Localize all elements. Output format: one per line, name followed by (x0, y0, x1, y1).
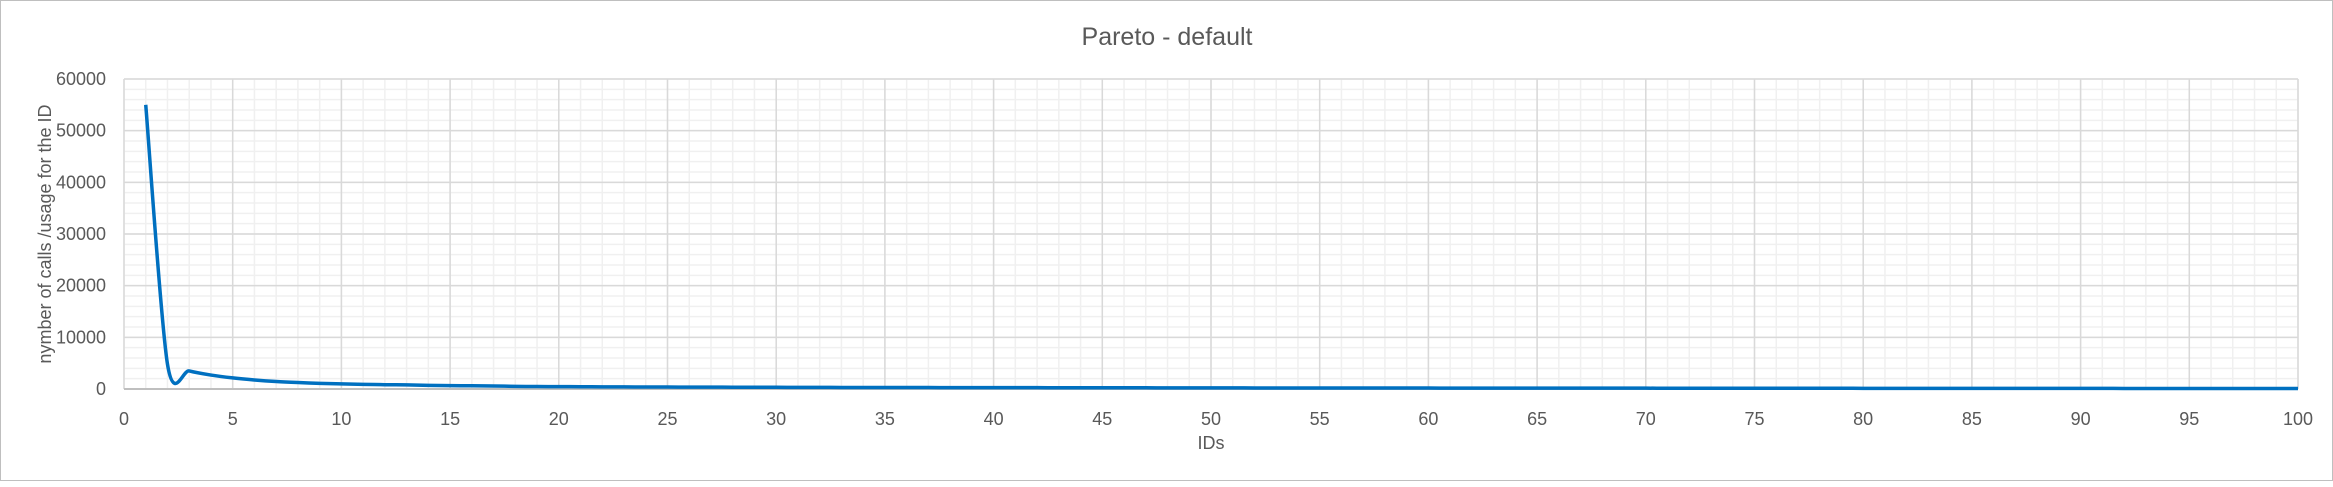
x-tick-label: 90 (2071, 409, 2091, 429)
x-tick-label: 75 (1744, 409, 1764, 429)
x-tick-label: 15 (440, 409, 460, 429)
y-tick-label: 20000 (56, 276, 106, 296)
x-tick-label: 5 (228, 409, 238, 429)
x-tick-label: 40 (984, 409, 1004, 429)
y-tick-label: 0 (96, 379, 106, 399)
y-axis-title: nymber of calls /usage for the ID (35, 104, 55, 363)
x-tick-label: 45 (1092, 409, 1112, 429)
x-tick-label: 100 (2283, 409, 2313, 429)
x-tick-label: 10 (331, 409, 351, 429)
tick-labels: 0 5 10 15 20 25 30 35 40 45 50 55 60 65 70 75 80 85 90 95 10… (56, 69, 2313, 429)
series-line (143, 104, 2299, 391)
x-tick-label: 30 (766, 409, 786, 429)
major-gridlines (123, 78, 2299, 390)
x-tick-label: 55 (1310, 409, 1330, 429)
y-tick-label: 50000 (56, 121, 106, 141)
series-group (143, 104, 2299, 391)
chart-title: Pareto - default (1082, 23, 1253, 51)
x-tick-label: 0 (119, 409, 129, 429)
x-tick-label: 95 (2179, 409, 2199, 429)
x-tick-label: 25 (657, 409, 677, 429)
x-tick-label: 20 (549, 409, 569, 429)
x-tick-label: 60 (1418, 409, 1438, 429)
x-tick-label: 65 (1527, 409, 1547, 429)
x-tick-label: 35 (875, 409, 895, 429)
x-tick-label: 85 (1962, 409, 1982, 429)
y-tick-label: 40000 (56, 172, 106, 192)
y-tick-label: 30000 (56, 224, 106, 244)
x-tick-label: 70 (1636, 409, 1656, 429)
x-tick-label: 50 (1201, 409, 1221, 429)
x-tick-label: 80 (1853, 409, 1873, 429)
y-tick-label: 60000 (56, 69, 106, 89)
y-tick-label: 10000 (56, 327, 106, 347)
x-axis-title: IDs (1198, 433, 1225, 453)
